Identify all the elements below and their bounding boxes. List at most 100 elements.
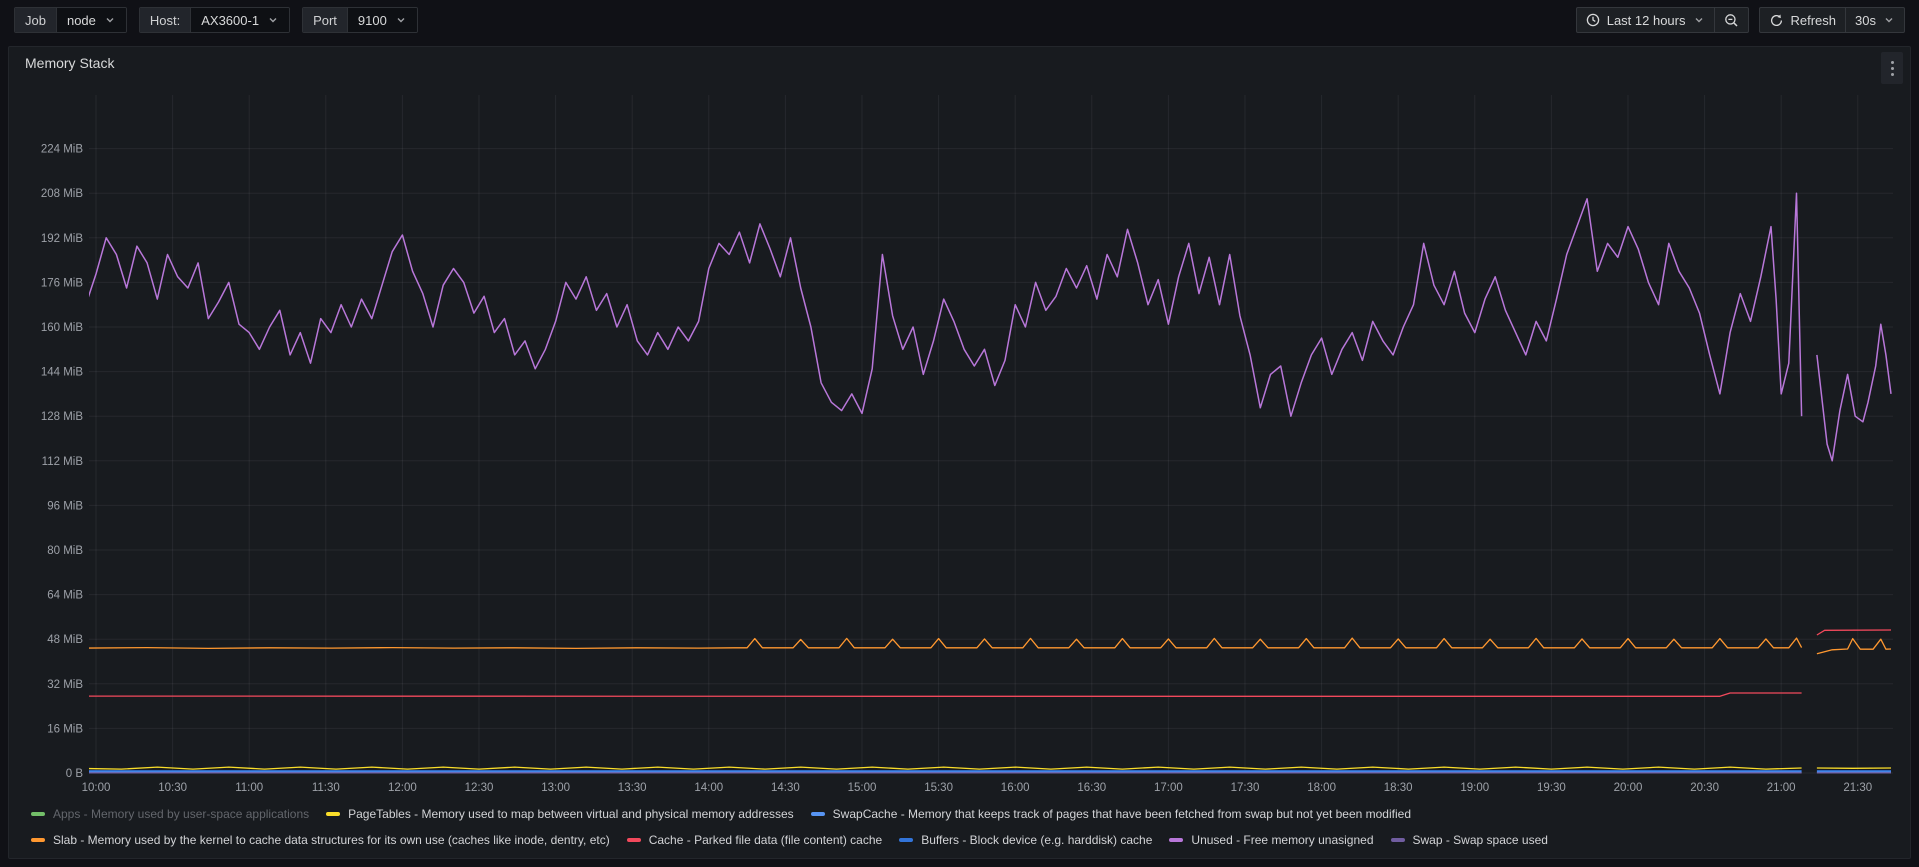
legend-label: Cache - Parked file data (file content) … [648, 833, 883, 847]
svg-text:11:30: 11:30 [312, 782, 340, 794]
svg-text:20:30: 20:30 [1690, 782, 1719, 794]
svg-text:17:30: 17:30 [1231, 782, 1260, 794]
svg-text:128 MiB: 128 MiB [41, 411, 84, 423]
legend-label: Slab - Memory used by the kernel to cach… [53, 833, 610, 847]
svg-text:14:30: 14:30 [771, 782, 800, 794]
legend-item-pagetables[interactable]: PageTables - Memory used to map between … [326, 807, 794, 821]
legend-label: PageTables - Memory used to map between … [348, 807, 794, 821]
legend-item-buffers[interactable]: Buffers - Block device (e.g. harddisk) c… [899, 833, 1152, 847]
svg-text:16:30: 16:30 [1077, 782, 1106, 794]
time-controls: Last 12 hours [1575, 7, 1749, 33]
legend-item-slab[interactable]: Slab - Memory used by the kernel to cach… [31, 833, 610, 847]
svg-text:192 MiB: 192 MiB [41, 233, 84, 245]
svg-text:12:30: 12:30 [465, 782, 494, 794]
legend-row: Slab - Memory used by the kernel to cach… [31, 827, 1565, 853]
svg-text:10:00: 10:00 [82, 782, 111, 794]
legend-marker-icon [810, 812, 825, 816]
time-range-label: Last 12 hours [1606, 12, 1686, 28]
legend-item-unused[interactable]: Unused - Free memory unasigned [1169, 833, 1374, 847]
svg-text:18:00: 18:00 [1307, 782, 1336, 794]
svg-text:48 MiB: 48 MiB [47, 634, 83, 646]
legend-marker-icon [1390, 838, 1405, 842]
legend-marker-icon [899, 838, 914, 842]
port-select-value: 9100 [357, 12, 387, 28]
legend-marker-icon [1169, 838, 1184, 842]
legend-label: Unused - Free memory unasigned [1191, 833, 1374, 847]
host-select-value: AX3600-1 [201, 12, 260, 28]
chevron-down-icon [1693, 14, 1705, 26]
zoom-out-button[interactable] [1713, 8, 1748, 32]
host-label: Host: [139, 8, 192, 32]
svg-text:112 MiB: 112 MiB [42, 456, 84, 468]
chevron-down-icon [395, 14, 407, 26]
job-label: Job [15, 8, 57, 32]
svg-text:19:30: 19:30 [1537, 782, 1566, 794]
svg-text:160 MiB: 160 MiB [41, 322, 84, 334]
magnifier-minus-icon [1724, 13, 1739, 28]
panel-header[interactable]: Memory Stack [9, 47, 1910, 79]
port-label: Port [303, 8, 348, 32]
legend-label: SwapCache - Memory that keeps track of p… [832, 807, 1411, 821]
legend-marker-icon [31, 838, 45, 842]
svg-text:96 MiB: 96 MiB [47, 500, 83, 512]
legend-marker-icon [326, 812, 341, 816]
svg-text:18:30: 18:30 [1384, 782, 1413, 794]
variable-host: Host: AX3600-1 [138, 7, 291, 33]
memory-stack-panel: Memory Stack 0 B 16 MiB 32 MiB 48 MiB 64 MiB… [8, 46, 1911, 859]
svg-text:19:00: 19:00 [1460, 782, 1489, 794]
legend-item-swapcache[interactable]: SwapCache - Memory that keeps track of p… [810, 807, 1411, 821]
legend-marker-icon [626, 838, 641, 842]
svg-text:144 MiB: 144 MiB [41, 367, 84, 379]
panel-title: Memory Stack [25, 55, 115, 71]
series-lines [89, 192, 1892, 774]
svg-text:176 MiB: 176 MiB [41, 277, 84, 289]
series-line-cache [89, 629, 1892, 697]
legend-item-cache[interactable]: Cache - Parked file data (file content) … [626, 833, 883, 847]
legend-item-apps[interactable]: Apps - Memory used by user-space applica… [31, 807, 309, 821]
y-axis-labels: 0 B 16 MiB 32 MiB 48 MiB 64 MiB 80 MiB 96 MiB 1… [41, 144, 84, 780]
time-series-chart[interactable]: 0 B 16 MiB 32 MiB 48 MiB 64 MiB 80 MiB 96 MiB 1… [9, 77, 1910, 801]
svg-text:224 MiB: 224 MiB [41, 144, 84, 156]
job-select[interactable]: node [56, 8, 126, 32]
svg-text:15:00: 15:00 [848, 782, 877, 794]
port-select[interactable]: 9100 [347, 8, 417, 32]
time-range-button[interactable]: Last 12 hours [1577, 8, 1714, 32]
variable-port: Port 9100 [302, 7, 418, 33]
host-select[interactable]: AX3600-1 [191, 8, 290, 32]
chevron-down-icon [1883, 14, 1895, 26]
svg-text:208 MiB: 208 MiB [41, 188, 84, 200]
svg-text:0 B: 0 B [66, 768, 84, 780]
chevron-down-icon [267, 14, 279, 26]
svg-text:16 MiB: 16 MiB [47, 723, 83, 735]
svg-text:15:30: 15:30 [924, 782, 953, 794]
svg-text:32 MiB: 32 MiB [47, 679, 83, 691]
variable-job: Job node [14, 7, 127, 33]
series-line-slab [89, 637, 1892, 655]
svg-text:12:00: 12:00 [388, 782, 417, 794]
refresh-label: Refresh [1790, 12, 1837, 28]
grid-lines [89, 95, 1893, 774]
svg-text:20:00: 20:00 [1614, 782, 1643, 794]
series-line-pagetables [89, 766, 1892, 770]
series-line-unused [89, 192, 1892, 462]
svg-text:80 MiB: 80 MiB [47, 545, 83, 557]
svg-text:16:00: 16:00 [1001, 782, 1030, 794]
svg-text:13:00: 13:00 [541, 782, 570, 794]
refresh-button[interactable]: Refresh [1760, 8, 1846, 32]
panel-menu-button[interactable] [1881, 52, 1903, 84]
chart-legend: Apps - Memory used by user-space applica… [31, 801, 1565, 853]
svg-text:11:00: 11:00 [235, 782, 263, 794]
refresh-controls: Refresh 30s [1758, 7, 1905, 33]
chevron-down-icon [104, 14, 116, 26]
x-axis-labels: 10:00 10:30 11:00 11:30 12:00 12:30 13:00 13:30… [82, 782, 1873, 794]
svg-text:13:30: 13:30 [618, 782, 647, 794]
svg-text:64 MiB: 64 MiB [47, 590, 83, 602]
svg-text:21:30: 21:30 [1843, 782, 1872, 794]
legend-row: Apps - Memory used by user-space applica… [31, 801, 1565, 827]
legend-marker-icon [31, 812, 45, 816]
toolbar-right-controls: Last 12 hours Refresh 30s [1575, 7, 1905, 33]
legend-item-swap[interactable]: Swap - Swap space used [1390, 833, 1548, 847]
refresh-interval-select[interactable]: 30s [1845, 8, 1904, 32]
legend-label: Buffers - Block device (e.g. harddisk) c… [921, 833, 1153, 847]
legend-label: Swap - Swap space used [1412, 833, 1548, 847]
